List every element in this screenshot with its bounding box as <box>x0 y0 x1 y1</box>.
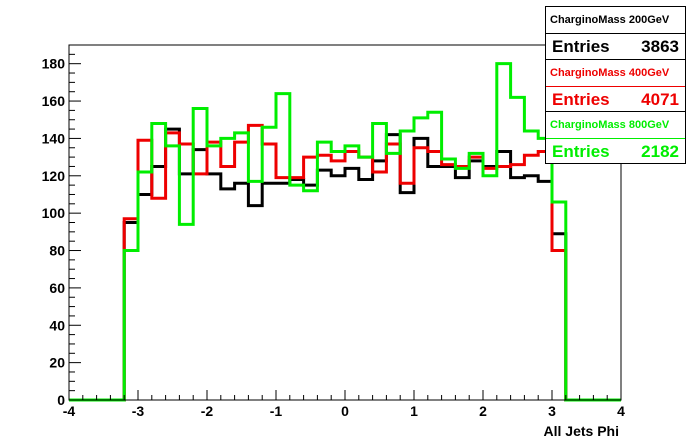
stats-box-200gev: CharginoMass 200GeV Entries 3863 <box>545 6 686 60</box>
y-tick-label: 20 <box>49 355 65 371</box>
stats-box-800gev: CharginoMass 800GeV Entries 2182 <box>545 111 686 164</box>
stats-entries-row: Entries 3863 <box>546 34 685 60</box>
y-tick-label: 160 <box>42 93 66 109</box>
entries-label: Entries <box>552 37 610 56</box>
stats-box-400gev: CharginoMass 400GeV Entries 4071 <box>545 59 686 112</box>
stats-entries-row: Entries 4071 <box>546 87 685 113</box>
y-tick-label: 120 <box>42 168 66 184</box>
axes-layer <box>68 44 622 401</box>
stats-entries-row: Entries 2182 <box>546 139 685 165</box>
x-tick-label: -4 <box>63 403 76 419</box>
entries-value: 2182 <box>641 142 679 161</box>
y-tick-labels: 0 20 40 60 80 100 120 140 160 180 <box>42 56 66 408</box>
y-tick-label: 140 <box>42 130 66 146</box>
y-tick-label: 180 <box>42 56 66 72</box>
x-axis-title: All Jets Phi <box>544 423 619 439</box>
stats-title: CharginoMass 200GeV <box>546 7 685 34</box>
entries-value: 4071 <box>641 90 679 109</box>
entries-label: Entries <box>552 90 610 109</box>
y-tick-label: 60 <box>49 280 65 296</box>
y-tick-label: 100 <box>42 205 66 221</box>
series-line-0 <box>69 127 621 402</box>
y-tick-label: 40 <box>49 317 65 333</box>
x-tick-label: 1 <box>410 403 418 419</box>
x-tick-label: -2 <box>201 403 214 419</box>
entries-value: 3863 <box>641 37 679 56</box>
x-tick-label: 2 <box>479 403 487 419</box>
series-layer <box>69 62 621 402</box>
y-tick-label: 80 <box>49 243 65 259</box>
x-tick-label: -1 <box>270 403 283 419</box>
stats-title: CharginoMass 800GeV <box>546 112 685 139</box>
y-tick-label: 0 <box>57 392 65 408</box>
x-tick-label: 0 <box>341 403 349 419</box>
series-line-2 <box>69 62 621 402</box>
stats-title: CharginoMass 400GeV <box>546 60 685 87</box>
x-tick-label: -3 <box>132 403 145 419</box>
entries-label: Entries <box>552 142 610 161</box>
plot-frame <box>68 44 622 401</box>
x-tick-label: 4 <box>617 403 625 419</box>
x-tick-label: 3 <box>548 403 556 419</box>
x-tick-labels: -4 -3 -2 -1 0 1 2 3 4 <box>63 403 625 419</box>
